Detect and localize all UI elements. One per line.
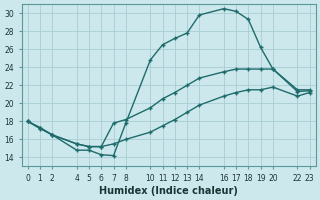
X-axis label: Humidex (Indice chaleur): Humidex (Indice chaleur) <box>99 186 238 196</box>
